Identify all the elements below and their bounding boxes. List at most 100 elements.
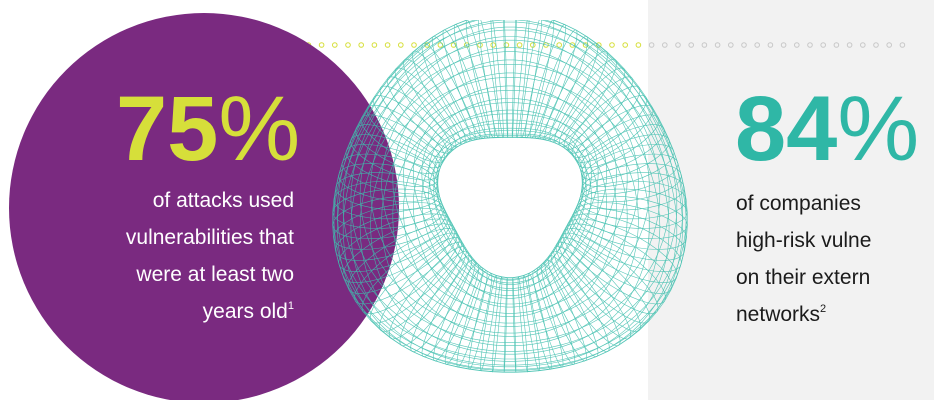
stat-left-percentage: 75% (116, 83, 300, 175)
mesh-meridian-line (532, 270, 564, 368)
mesh-meridian-line (529, 23, 567, 139)
mesh-meridian-line (517, 276, 528, 373)
stat-right-line-4: networks (736, 303, 821, 326)
mesh-meridian-line (332, 195, 445, 240)
divider-dot (635, 42, 642, 48)
wireframe-torus-graphic (332, 20, 688, 373)
mesh-meridian-line (354, 227, 458, 305)
mesh-ring-line (392, 59, 628, 305)
divider-dot (886, 42, 893, 48)
mesh-meridian-line (335, 172, 440, 211)
divider-dot (794, 42, 800, 48)
mesh-meridian-line (580, 172, 685, 211)
mesh-lines (332, 20, 688, 373)
mesh-meridian-line (512, 277, 517, 373)
mesh-meridian-line (516, 20, 530, 139)
mesh-meridian-line (562, 227, 666, 305)
mesh-meridian-line (465, 20, 495, 139)
divider-dot (662, 42, 668, 48)
mesh-meridian-line (540, 263, 587, 362)
mesh-ring-line (370, 77, 650, 355)
divider-dot (609, 42, 615, 48)
divider-dot (384, 42, 391, 48)
divider-dot (846, 42, 853, 48)
mesh-ring-line (436, 127, 584, 279)
divider-dot (675, 42, 681, 48)
mesh-meridian-line (347, 223, 456, 294)
mesh-meridian-line (350, 134, 440, 181)
stat-right-percentage: 84% (735, 83, 919, 175)
mesh-meridian-line (554, 58, 617, 145)
divider-dot (741, 42, 747, 48)
divider-dot (411, 42, 417, 48)
stat-right-description: of companies high-risk vulne on their ex… (736, 185, 934, 333)
stat-right-line-4-wrap: networks2 (736, 296, 934, 333)
mesh-ring-line (437, 133, 583, 281)
divider-dot (332, 42, 338, 48)
mesh-meridian-line (369, 237, 463, 324)
mesh-meridian-line (534, 29, 578, 139)
mesh-meridian-line (536, 266, 576, 365)
mesh-meridian-line (478, 20, 500, 139)
mesh-meridian-line (568, 213, 682, 273)
mesh-meridian-line (581, 163, 682, 203)
stat-right-footnote: 2 (820, 303, 827, 315)
divider-dot (358, 42, 365, 48)
stat-left-line-4-wrap: years old1 (0, 293, 294, 330)
divider-dot (516, 42, 523, 48)
mesh-meridian-line (503, 20, 509, 138)
divider-dot (807, 42, 813, 48)
divider-dot (873, 42, 879, 48)
stat-left-line-1: of attacks used (152, 189, 294, 212)
mesh-meridian-line (503, 277, 508, 373)
mesh-ring-line (428, 135, 592, 299)
stat-left-line-4: years old (202, 300, 288, 323)
stat-left-description: of attacks used vulnerabilities that wer… (0, 182, 294, 330)
mesh-meridian-line (379, 241, 465, 332)
divider-dot (464, 42, 470, 48)
mesh-meridian-line (566, 218, 678, 283)
mesh-meridian-line (527, 272, 552, 370)
divider-dot (728, 42, 734, 48)
mesh-meridian-line (550, 250, 621, 347)
divider-dot (820, 42, 827, 48)
stat-right-line-3: on their extern (736, 266, 871, 289)
divider-dot (767, 42, 774, 48)
mesh-meridian-line (355, 124, 441, 174)
mesh-meridian-line (579, 180, 687, 220)
mesh-meridian-line (421, 42, 476, 141)
mesh-meridian-line (544, 42, 599, 141)
mesh-meridian-line (332, 188, 443, 229)
stat-right-line-2: high-risk vulne (736, 229, 872, 252)
divider-dot (899, 42, 906, 48)
mesh-meridian-line (410, 254, 473, 353)
divider-dot (714, 42, 721, 48)
mesh-meridian-line (453, 23, 491, 139)
mesh-meridian-line (567, 85, 641, 154)
divider-dot (398, 42, 404, 48)
mesh-meridian-line (539, 35, 589, 140)
mesh-meridian-line (571, 208, 685, 261)
divider-dot (345, 42, 351, 48)
mesh-meridian-line (549, 50, 608, 143)
mesh-meridian-line (564, 223, 673, 294)
mesh-meridian-line (559, 67, 626, 147)
mesh-meridian-line (577, 114, 660, 169)
mesh-meridian-line (433, 263, 480, 362)
mesh-meridian-line (456, 270, 488, 368)
stat-left-footnote: 1 (287, 300, 294, 312)
mesh-meridian-line (520, 20, 542, 139)
divider-dot (754, 42, 761, 48)
stat-right-number: 84 (735, 78, 838, 180)
divider-dot (701, 42, 708, 48)
mesh-meridian-line (403, 58, 466, 145)
mesh-ring-line (333, 21, 687, 373)
mesh-meridian-line (333, 202, 447, 250)
stat-left-number: 75 (116, 78, 219, 180)
mesh-meridian-line (399, 250, 470, 347)
mesh-meridian-line (361, 232, 460, 315)
mesh-meridian-line (345, 144, 439, 187)
mesh-meridian-line (379, 85, 453, 154)
mesh-ring-line (350, 51, 670, 368)
stat-right-percent-sign: % (837, 78, 920, 180)
